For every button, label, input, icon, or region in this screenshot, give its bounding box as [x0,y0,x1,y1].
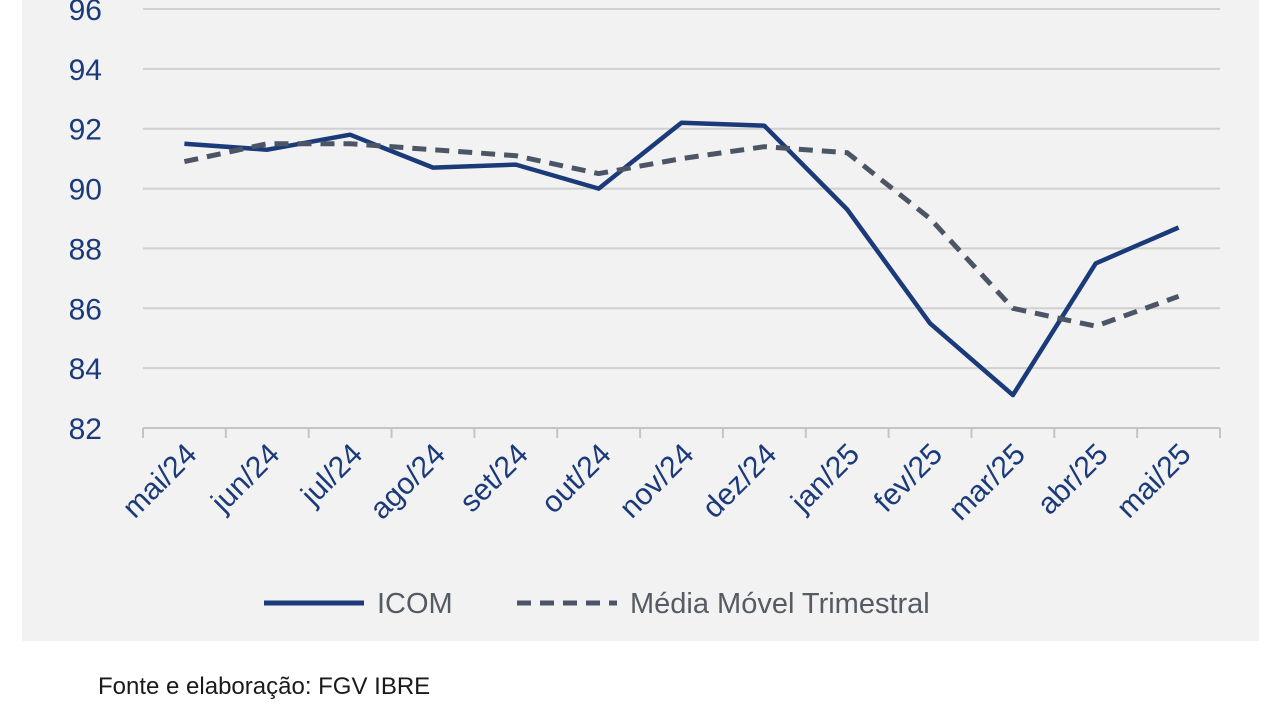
y-tick-label: 82 [69,413,102,446]
x-tick-label: mai/25 [1111,438,1198,525]
x-tick-label: jan/25 [784,438,866,520]
legend-label: Média Móvel Trimestral [630,588,930,620]
x-tick-label: abr/25 [1031,438,1114,521]
gridlines [143,8,1220,370]
y-tick-label: 92 [69,114,102,147]
y-tick-label: 90 [69,174,102,207]
y-tick-label: 88 [69,233,102,266]
x-tick-label: fev/25 [868,438,949,519]
x-tick-label: ago/24 [364,438,452,526]
series-line-media-movel [183,141,1180,329]
x-axis [142,427,1221,438]
x-tick-label: set/24 [454,438,535,519]
y-tick-label: 94 [69,54,102,87]
legend: ICOM Média Móvel Trimestral [264,588,930,620]
x-tick-label: dez/24 [696,438,783,525]
x-tick-label: mai/24 [116,438,203,525]
x-tick-label: jun/24 [204,438,286,520]
y-tick-labels: 82 84 86 88 90 92 94 96 [69,0,102,446]
y-tick-label: 84 [69,353,102,386]
x-tick-label: mar/25 [942,438,1031,527]
legend-label: ICOM [377,588,453,620]
y-tick-label: 96 [69,0,102,27]
x-tick-label: jul/24 [294,438,369,513]
source-note: Fonte e elaboração: FGV IBRE [98,673,431,700]
chart-panel [22,0,1259,641]
series-line-icom [184,120,1180,398]
x-tick-label: nov/24 [613,438,700,525]
x-tick-label: out/24 [535,438,617,520]
series-lines [183,120,1180,398]
y-tick-label: 86 [69,293,102,326]
